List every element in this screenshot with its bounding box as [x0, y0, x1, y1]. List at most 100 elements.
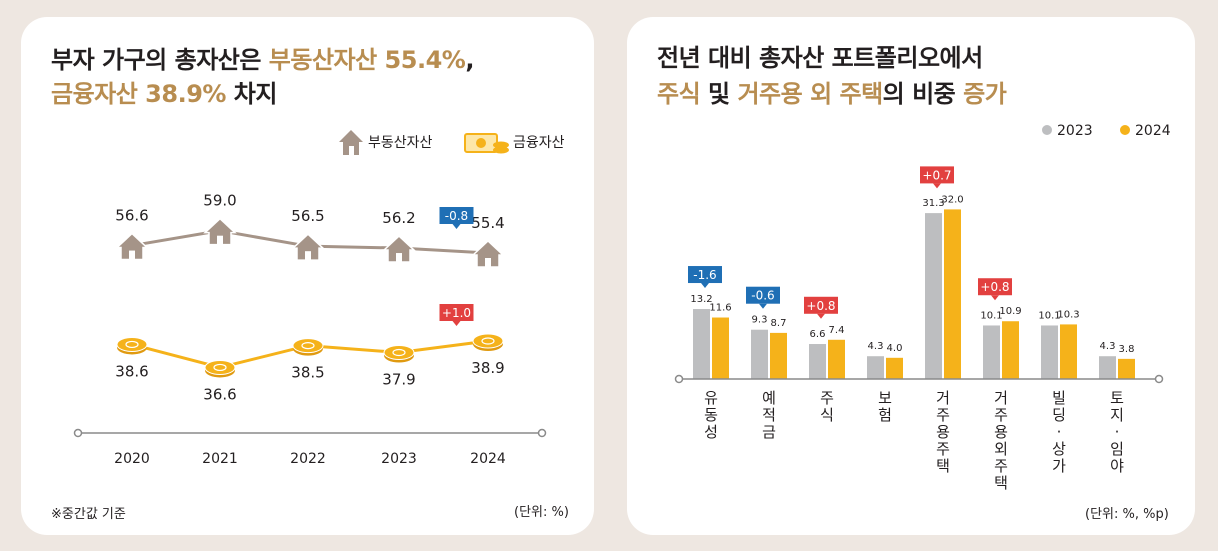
title-text: , [465, 46, 474, 74]
badge-pointer [452, 321, 461, 326]
portfolio-change-chart-card: 전년 대비 총자산 포트폴리오에서 주식 및 거주용 외 주택의 비중 증가 (… [627, 17, 1195, 535]
bar-2024 [1002, 321, 1019, 379]
badge-label: +0.7 [922, 168, 951, 182]
data-label: 38.5 [291, 364, 324, 382]
data-label: 8.7 [771, 318, 787, 329]
category-label: 거 [994, 389, 1008, 407]
axis-end-marker [537, 428, 547, 438]
axis-end-marker [73, 428, 83, 438]
coin-icon [116, 336, 148, 355]
data-label: 10.1 [1038, 310, 1060, 321]
legend-label-financial: 금융자산 [513, 135, 565, 151]
category-label: 딩 [1052, 406, 1066, 424]
badge-label: -0.6 [751, 289, 774, 303]
change-badge: +1.0 [439, 304, 474, 326]
data-label: 38.6 [115, 362, 148, 380]
category-label: 토 [1110, 389, 1124, 407]
data-label: 37.9 [382, 371, 415, 389]
badge-label: -0.8 [445, 209, 468, 223]
badge-pointer [817, 313, 825, 319]
title-highlight-stocks: 주식 [657, 80, 701, 108]
legend-label-real-estate: 부동산자산 [368, 135, 433, 151]
change-badge: -0.8 [439, 207, 474, 229]
data-label: 4.3 [868, 341, 884, 352]
coin-face [292, 338, 324, 354]
badge-box [978, 278, 1012, 296]
data-label: 9.3 [752, 315, 768, 326]
data-label: 10.3 [1057, 309, 1079, 320]
line-chart: 부동산자산 금융자산 2020 2021 2022 2023 2024 56.6 59.0 5… [73, 130, 565, 467]
bar-2023 [925, 213, 942, 379]
category-label: 식 [820, 406, 834, 424]
coin-face [383, 345, 415, 360]
x-tick-label: 2023 [381, 451, 417, 467]
data-label: 56.2 [382, 209, 415, 227]
category-label: 빌 [1052, 389, 1066, 407]
badge-box [920, 166, 954, 184]
bar-2024 [1118, 358, 1135, 379]
data-label: 56.6 [115, 207, 148, 225]
chart-title-line-2: 금융자산 38.9% 차지 [51, 75, 277, 113]
badge-box [439, 207, 474, 224]
badge-label: -1.6 [693, 268, 716, 282]
bar-2024 [712, 317, 729, 379]
data-label: 7.4 [829, 325, 845, 336]
data-label: 4.0 [887, 343, 903, 354]
unit-label: (단위: %) [514, 505, 569, 520]
bar-2023 [751, 329, 768, 379]
category-label: 야 [1110, 457, 1124, 475]
coin-face [472, 333, 504, 349]
x-tick-label: 2024 [470, 451, 506, 467]
change-badge: +0.7 [920, 166, 954, 189]
bar-2023 [809, 344, 826, 379]
coin-face [204, 359, 236, 375]
legend-label-2024: 2024 [1135, 123, 1171, 139]
house-icon [203, 217, 237, 246]
bar-2024 [770, 332, 787, 379]
coin-icon [472, 333, 504, 351]
legend-label-2023: 2023 [1057, 123, 1093, 139]
category-label: 주 [936, 440, 950, 458]
x-tick-label: 2021 [202, 451, 238, 467]
title-text: 차지 [225, 80, 278, 108]
badge-box [804, 296, 838, 314]
category-label: 주 [994, 457, 1008, 475]
title-text: 의 비중 [882, 80, 964, 108]
data-label: 3.8 [1119, 344, 1135, 355]
badge-label: +0.8 [980, 280, 1009, 294]
coin-icon [292, 338, 324, 356]
house-door [217, 235, 223, 245]
coin-mark [301, 342, 315, 350]
data-label: 36.6 [203, 385, 236, 403]
house-icon [339, 130, 363, 155]
category-label: 동 [704, 406, 718, 424]
category-label: 택 [994, 474, 1008, 492]
data-label: 56.5 [291, 207, 324, 225]
bar-2024 [886, 357, 903, 379]
badge-box [688, 266, 722, 284]
title-text: 및 [700, 80, 738, 108]
badge-box [746, 286, 780, 304]
bar-chart: 2023 2024 13.211.6 유동성 -1.6 9.3 8.7 예적금 -0.6 6.… [674, 123, 1171, 492]
badge-label: +0.8 [806, 299, 835, 313]
category-label: 적 [762, 406, 776, 424]
coin-icon [383, 345, 415, 363]
unit-label: (단위: %, %p) [1085, 507, 1169, 522]
change-badge: +0.8 [978, 278, 1012, 301]
data-label: 38.9 [471, 359, 504, 377]
category-label: 금 [762, 423, 776, 441]
data-label: 32.0 [941, 194, 963, 205]
title-highlight-real-estate: 부동산자산 55.4% [268, 46, 466, 74]
house-icon [115, 232, 149, 261]
coin-mark [481, 337, 495, 345]
bar-2023 [1041, 325, 1058, 379]
house-shape [115, 232, 149, 261]
badge-pointer [759, 303, 767, 309]
axis-end-marker [674, 374, 684, 384]
bar-2023 [867, 356, 884, 379]
x-tick-label: 2022 [290, 451, 326, 467]
badge-pointer [701, 283, 709, 289]
category-label: 주 [936, 406, 950, 424]
real-estate-financial-chart-card: 부자 가구의 총자산은 부동산자산 55.4%, 금융자산 38.9% 차지 ※… [21, 17, 594, 535]
house-door [396, 253, 402, 263]
